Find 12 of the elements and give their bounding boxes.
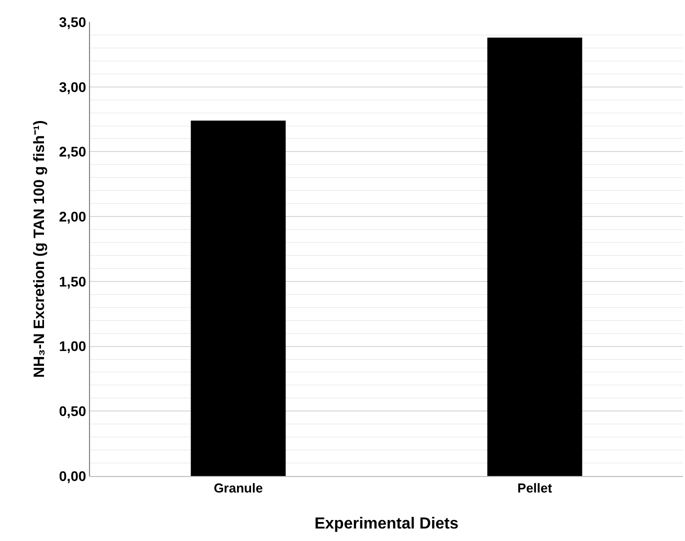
y-axis-title: NH₃-N Excretion (g TAN 100 g fish⁻¹) <box>31 120 48 378</box>
x-tick-label: Granule <box>214 480 263 496</box>
x-tick-label: Pellet <box>517 480 553 496</box>
y-tick-label: 0,00 <box>58 468 86 484</box>
x-axis-title: Experimental Diets <box>314 515 459 532</box>
y-tick-label: 3,00 <box>58 78 86 95</box>
y-tick-label: 1,00 <box>58 338 86 354</box>
y-tick-label: 3,50 <box>58 14 86 30</box>
y-tick-label: 0,50 <box>58 403 86 420</box>
y-tick-label: 2,00 <box>58 208 86 224</box>
y-tick-label: 1,50 <box>58 273 86 290</box>
y-tick-label: 2,50 <box>58 144 86 160</box>
